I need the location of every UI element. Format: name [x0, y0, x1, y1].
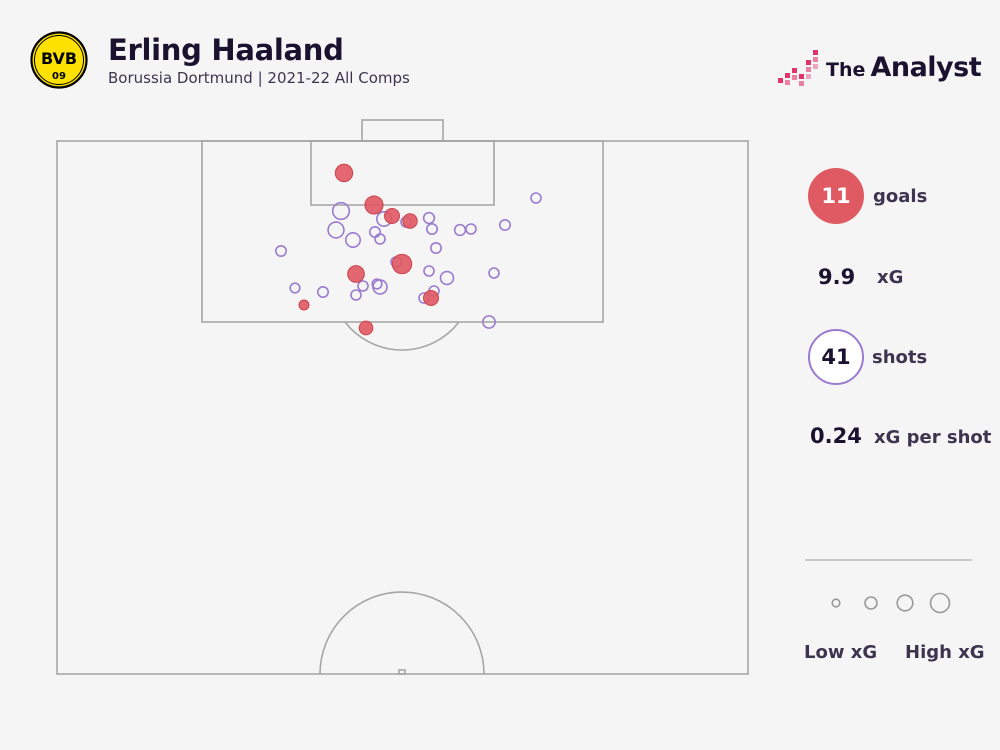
goal-marker-4 [402, 213, 418, 229]
shot-marker-17 [423, 265, 435, 277]
shot-marker-7 [368, 225, 382, 239]
badge-text-top: BVB [41, 49, 77, 68]
centre-circle [319, 591, 485, 675]
shot-marker-18 [439, 270, 455, 286]
goal-marker-2 [364, 195, 384, 215]
shot-marker-8 [374, 233, 386, 245]
goals-label: goals [873, 186, 928, 207]
brand-mark-icon [778, 50, 818, 86]
shot-marker-25 [289, 282, 301, 294]
brand-wordmark: The Analyst [826, 52, 982, 83]
legend-divider [805, 559, 972, 561]
chart-subtitle: Borussia Dortmund | 2021-22 All Comps [108, 69, 410, 87]
shots-layer [274, 192, 542, 329]
badge-text-bottom: 09 [52, 71, 66, 82]
shots-count-badge: 41 [808, 329, 864, 385]
shot-marker-10 [453, 223, 467, 237]
pitch-lines [56, 119, 749, 675]
shot-marker-12 [498, 218, 512, 232]
six-yard-box [310, 140, 495, 206]
shot-marker-15 [429, 241, 443, 255]
shot-marker-11 [465, 223, 477, 235]
goal-marker-1 [334, 163, 354, 183]
shot-marker-3 [344, 231, 362, 249]
shot-marker-23 [350, 289, 362, 301]
club-badge: BVB 09 [30, 31, 88, 89]
goal-frame [361, 119, 444, 142]
brand-analyst: Analyst [870, 52, 982, 83]
goal-marker-7 [423, 290, 439, 306]
xg-per-shot-value: 0.24 [810, 424, 862, 448]
goal-marker-3 [384, 208, 400, 224]
legend-circle-xs [831, 598, 841, 608]
goals-value: 11 [821, 184, 851, 208]
shot-marker-13 [530, 192, 542, 204]
shot-marker-24 [316, 285, 330, 299]
shot-marker-22 [371, 278, 383, 290]
goals-layer [298, 163, 439, 336]
penalty-arc [344, 321, 460, 351]
legend-circle-l [929, 592, 951, 614]
shot-marker-21 [357, 280, 369, 292]
shots-value: 41 [821, 345, 851, 369]
goal-marker-6 [347, 265, 365, 283]
legend-circle-s [864, 596, 878, 610]
shot-marker-2 [327, 221, 345, 239]
xg-value: 9.9 [818, 265, 856, 289]
chart-title: Erling Haaland [108, 33, 344, 67]
centre-spot [398, 669, 406, 675]
shot-marker-19 [488, 267, 500, 279]
shot-marker-1 [331, 201, 351, 221]
goal-marker-8 [358, 320, 374, 336]
legend-circle-m [896, 594, 914, 612]
brand-the: The [826, 59, 866, 81]
shot-marker-28 [482, 315, 496, 329]
shot-marker-9 [425, 222, 439, 236]
brand-logo: The Analyst [778, 48, 988, 88]
shot-marker-6 [422, 211, 436, 225]
xg-per-shot-label: xG per shot [874, 427, 992, 448]
shots-label: shots [872, 347, 928, 368]
xg-size-legend [831, 592, 951, 614]
goal-marker-5 [391, 253, 413, 275]
shot-marker-14 [274, 244, 288, 258]
legend-low-label: Low xG [804, 642, 878, 663]
goals-count-badge: 11 [808, 168, 864, 224]
badge-circle [30, 31, 88, 89]
penalty-area [201, 140, 604, 323]
badge-inner-ring [34, 35, 84, 85]
xg-label: xG [877, 267, 904, 288]
legend-high-label: High xG [905, 642, 985, 663]
goal-marker-9 [298, 299, 310, 311]
shot-map-pitch [56, 119, 749, 675]
